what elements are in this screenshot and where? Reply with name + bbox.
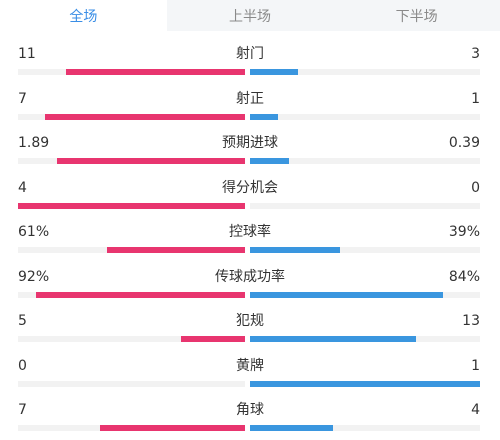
home-value: 11 [18,46,36,62]
away-bar [250,336,416,342]
home-bar-track [18,113,245,120]
stat-row-pass-accuracy: 92% 传球成功率 84% [0,254,500,298]
stat-label: 射正 [236,90,264,107]
home-bar [45,113,245,120]
away-bar-track [250,291,480,298]
away-bar [250,69,299,75]
away-bar-track [250,336,480,342]
stat-label: 得分机会 [222,179,278,196]
home-value: 5 [18,313,27,329]
stat-row-yellow-cards: 0 黄牌 1 [0,343,500,387]
stat-label: 控球率 [229,224,271,240]
away-value: 1 [471,90,480,107]
home-bar [56,158,245,164]
away-bar-track [250,202,480,209]
stat-label: 角球 [236,402,264,418]
home-bar-track [18,291,245,298]
away-value: 84% [448,268,480,285]
stat-row-corners: 7 角球 4 [0,387,500,431]
away-bar [250,380,480,387]
period-tabs: 全场 上半场 下半场 [0,0,500,31]
home-bar-track [18,69,245,75]
tab-second-half[interactable]: 下半场 [333,0,500,31]
home-bar [181,336,245,342]
home-bar-track [18,336,245,342]
away-value: 4 [471,402,480,418]
away-value: 13 [462,313,480,329]
home-value: 1.89 [18,135,50,151]
home-value: 7 [18,402,27,418]
stat-row-scoring-chances: 4 得分机会 0 [0,165,500,209]
home-value: 0 [18,357,27,374]
home-bar [65,69,245,75]
away-value: 39% [448,224,480,240]
stat-row-expected-goals: 1.89 预期进球 0.39 [0,120,500,164]
stat-row-fouls: 5 犯规 13 [0,298,500,342]
away-bar-track [250,247,480,253]
away-bar-track [250,113,480,120]
stat-label: 黄牌 [236,357,264,374]
home-bar-track [18,202,245,209]
stat-label: 射门 [236,46,264,62]
home-value: 61% [18,224,50,240]
away-bar [250,158,290,164]
away-value: 0.39 [448,135,480,151]
home-bar-track [18,425,245,431]
away-bar [250,425,333,431]
away-bar [250,113,278,120]
home-bar-track [18,158,245,164]
away-value: 3 [471,46,480,62]
away-bar-track [250,380,480,387]
stat-label: 预期进球 [222,135,278,151]
stat-row-possession: 61% 控球率 39% [0,209,500,253]
stat-label: 传球成功率 [215,268,285,285]
away-value: 1 [471,357,480,374]
home-bar [106,247,245,253]
home-bar [18,202,245,209]
stat-row-shots: 11 射门 3 [0,31,500,75]
away-bar-track [250,69,480,75]
home-bar-track [18,247,245,253]
home-value: 7 [18,90,27,107]
away-bar-track [250,425,480,431]
tab-full-match[interactable]: 全场 [0,0,167,31]
away-bar [250,247,340,253]
home-bar [36,291,245,298]
stat-label: 犯规 [236,313,264,329]
home-value: 92% [18,268,50,285]
stat-row-shots-on-target: 7 射正 1 [0,76,500,120]
home-value: 4 [18,179,27,196]
home-bar-track [18,380,245,387]
away-bar-track [250,158,480,164]
home-bar [99,425,245,431]
away-bar [250,291,444,298]
away-value: 0 [471,179,480,196]
tab-first-half[interactable]: 上半场 [166,0,334,31]
